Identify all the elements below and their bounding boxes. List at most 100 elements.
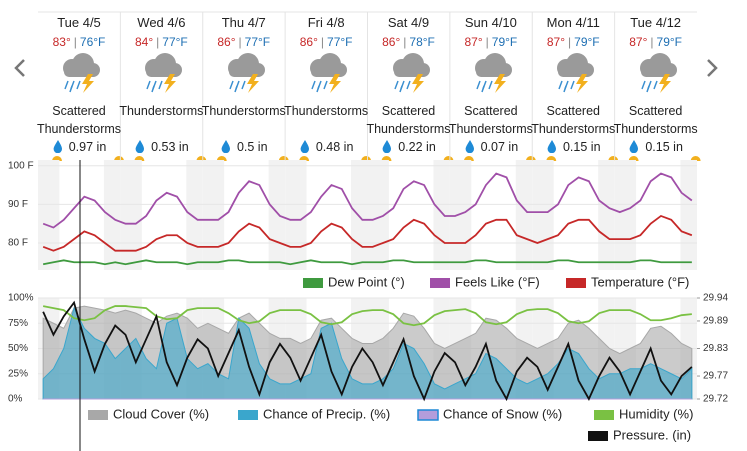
icon-wrap (219, 52, 269, 99)
sun-icon (690, 156, 701, 161)
high-temp: 83° (52, 35, 71, 49)
day-label: Thu 4/7 (221, 15, 266, 30)
day-label: Tue 4/5 (57, 15, 101, 30)
legend-swatch (417, 409, 439, 421)
y-tick-label: 100 F (8, 160, 34, 171)
separator: | (320, 35, 325, 49)
condition: Scattered Thunderstorms (613, 104, 698, 136)
weather-icon (63, 53, 100, 93)
y2-tick-label: 29.94 (703, 293, 728, 304)
sun-icon (525, 156, 536, 161)
rain (64, 80, 81, 93)
weather-icon (227, 53, 265, 93)
high-temp: 86° (217, 35, 236, 49)
drop-icon (53, 140, 62, 153)
condition: Thunderstorms (284, 104, 369, 118)
cloud (474, 53, 512, 77)
high-temp: 86° (299, 35, 318, 49)
sun-icon (216, 156, 227, 161)
night-band (202, 160, 225, 270)
icon-wrap (301, 52, 351, 99)
weather-icon (557, 53, 595, 93)
day-label: Sun 4/10 (464, 15, 517, 30)
night-band (285, 160, 307, 270)
separator: | (73, 35, 77, 49)
cloud (310, 53, 348, 77)
rain (476, 80, 493, 93)
cloud (145, 53, 183, 77)
day-card: Tue 4/5 83° | 76°F Scattered Thunderstorms 0.… (37, 12, 121, 160)
temps: 86° | 77°F (203, 35, 285, 49)
precip-amount: 0.48 in (315, 140, 354, 154)
prev-arrow[interactable] (14, 59, 25, 77)
legend-label: Humidity (%) (619, 406, 693, 421)
separator: | (238, 35, 242, 49)
condition: Scattered Thunderstorms (36, 104, 122, 136)
sun-icon (443, 156, 454, 161)
precip: 0.48 in (285, 139, 367, 154)
precip-amount: 0.5 in (236, 140, 268, 154)
rain (640, 80, 658, 93)
separator: | (485, 35, 489, 49)
icon-wrap (631, 52, 681, 99)
icon-wrap (54, 52, 104, 99)
day-card: Thu 4/7 86° | 77°F Thunderstorms 0.5 in (202, 12, 286, 160)
rain (229, 80, 246, 93)
rain (393, 80, 411, 93)
legend-swatch (594, 410, 614, 420)
legend-label: Chance of Precip. (%) (263, 406, 390, 421)
precip-amount: 0.53 in (151, 140, 189, 154)
sun-icon (628, 156, 639, 161)
legend-label: Chance of Snow (%) (443, 406, 562, 421)
y-tick-label: 100% (8, 293, 34, 304)
weather-icon (474, 53, 512, 93)
legend-label: Pressure. (in) (613, 427, 691, 442)
day-label: Mon 4/11 (546, 15, 600, 30)
precip: 0.22 in (368, 139, 450, 154)
precip: 0.15 in (532, 139, 614, 154)
low-temp: 79°F (656, 35, 682, 49)
day-card: Tue 4/12 87° | 79°F Scattered Thunderstorms 0… (614, 12, 698, 160)
precip: 0.07 in (450, 139, 532, 154)
temps: 87° | 79°F (615, 35, 697, 49)
bolt (576, 74, 589, 93)
icon-wrap (466, 52, 516, 99)
day-label: Fri 4/8 (307, 15, 345, 30)
low-temp: 77°F (162, 35, 188, 49)
night-band (449, 160, 472, 270)
sun-icon (52, 156, 62, 161)
y2-tick-label: 29.89 (703, 316, 728, 327)
night-band (433, 160, 450, 270)
y2-tick-label: 29.72 (703, 394, 728, 405)
condition: Scattered Thunderstorms (448, 104, 533, 136)
line (42, 305, 692, 327)
high-temp: 87° (546, 35, 566, 49)
condition: Scattered Thunderstorms (366, 104, 451, 136)
night-band (680, 160, 697, 270)
drop-icon (382, 140, 392, 153)
rain (558, 80, 575, 93)
y-tick-label: 50% (8, 343, 28, 354)
temps: 86° | 78°F (368, 35, 450, 49)
line (42, 300, 693, 402)
precip: 0.5 in (203, 139, 285, 154)
drop-icon (629, 140, 639, 153)
line (42, 259, 692, 266)
temps: 83° | 76°F (38, 35, 120, 49)
day-card: Fri 4/8 86° | 77°F Thunderstorms 0.48 in (284, 12, 368, 160)
precip-amount: 0.15 in (645, 140, 683, 154)
sun-icon (114, 156, 124, 161)
sun-icon (134, 156, 145, 161)
day-card: Wed 4/6 84° | 77°F Thunderstorms 0.53 in (119, 12, 203, 160)
icon-wrap (136, 52, 186, 99)
low-temp: 77°F (244, 35, 271, 49)
y2-tick-label: 29.83 (703, 343, 728, 354)
precip: 0.15 in (615, 139, 697, 154)
legend-label: Feels Like (°F) (455, 274, 540, 289)
next-arrow[interactable] (707, 59, 718, 77)
precip: 0.97 in (38, 139, 120, 154)
separator: | (156, 35, 160, 49)
precip-amount: 0.97 in (68, 140, 107, 154)
